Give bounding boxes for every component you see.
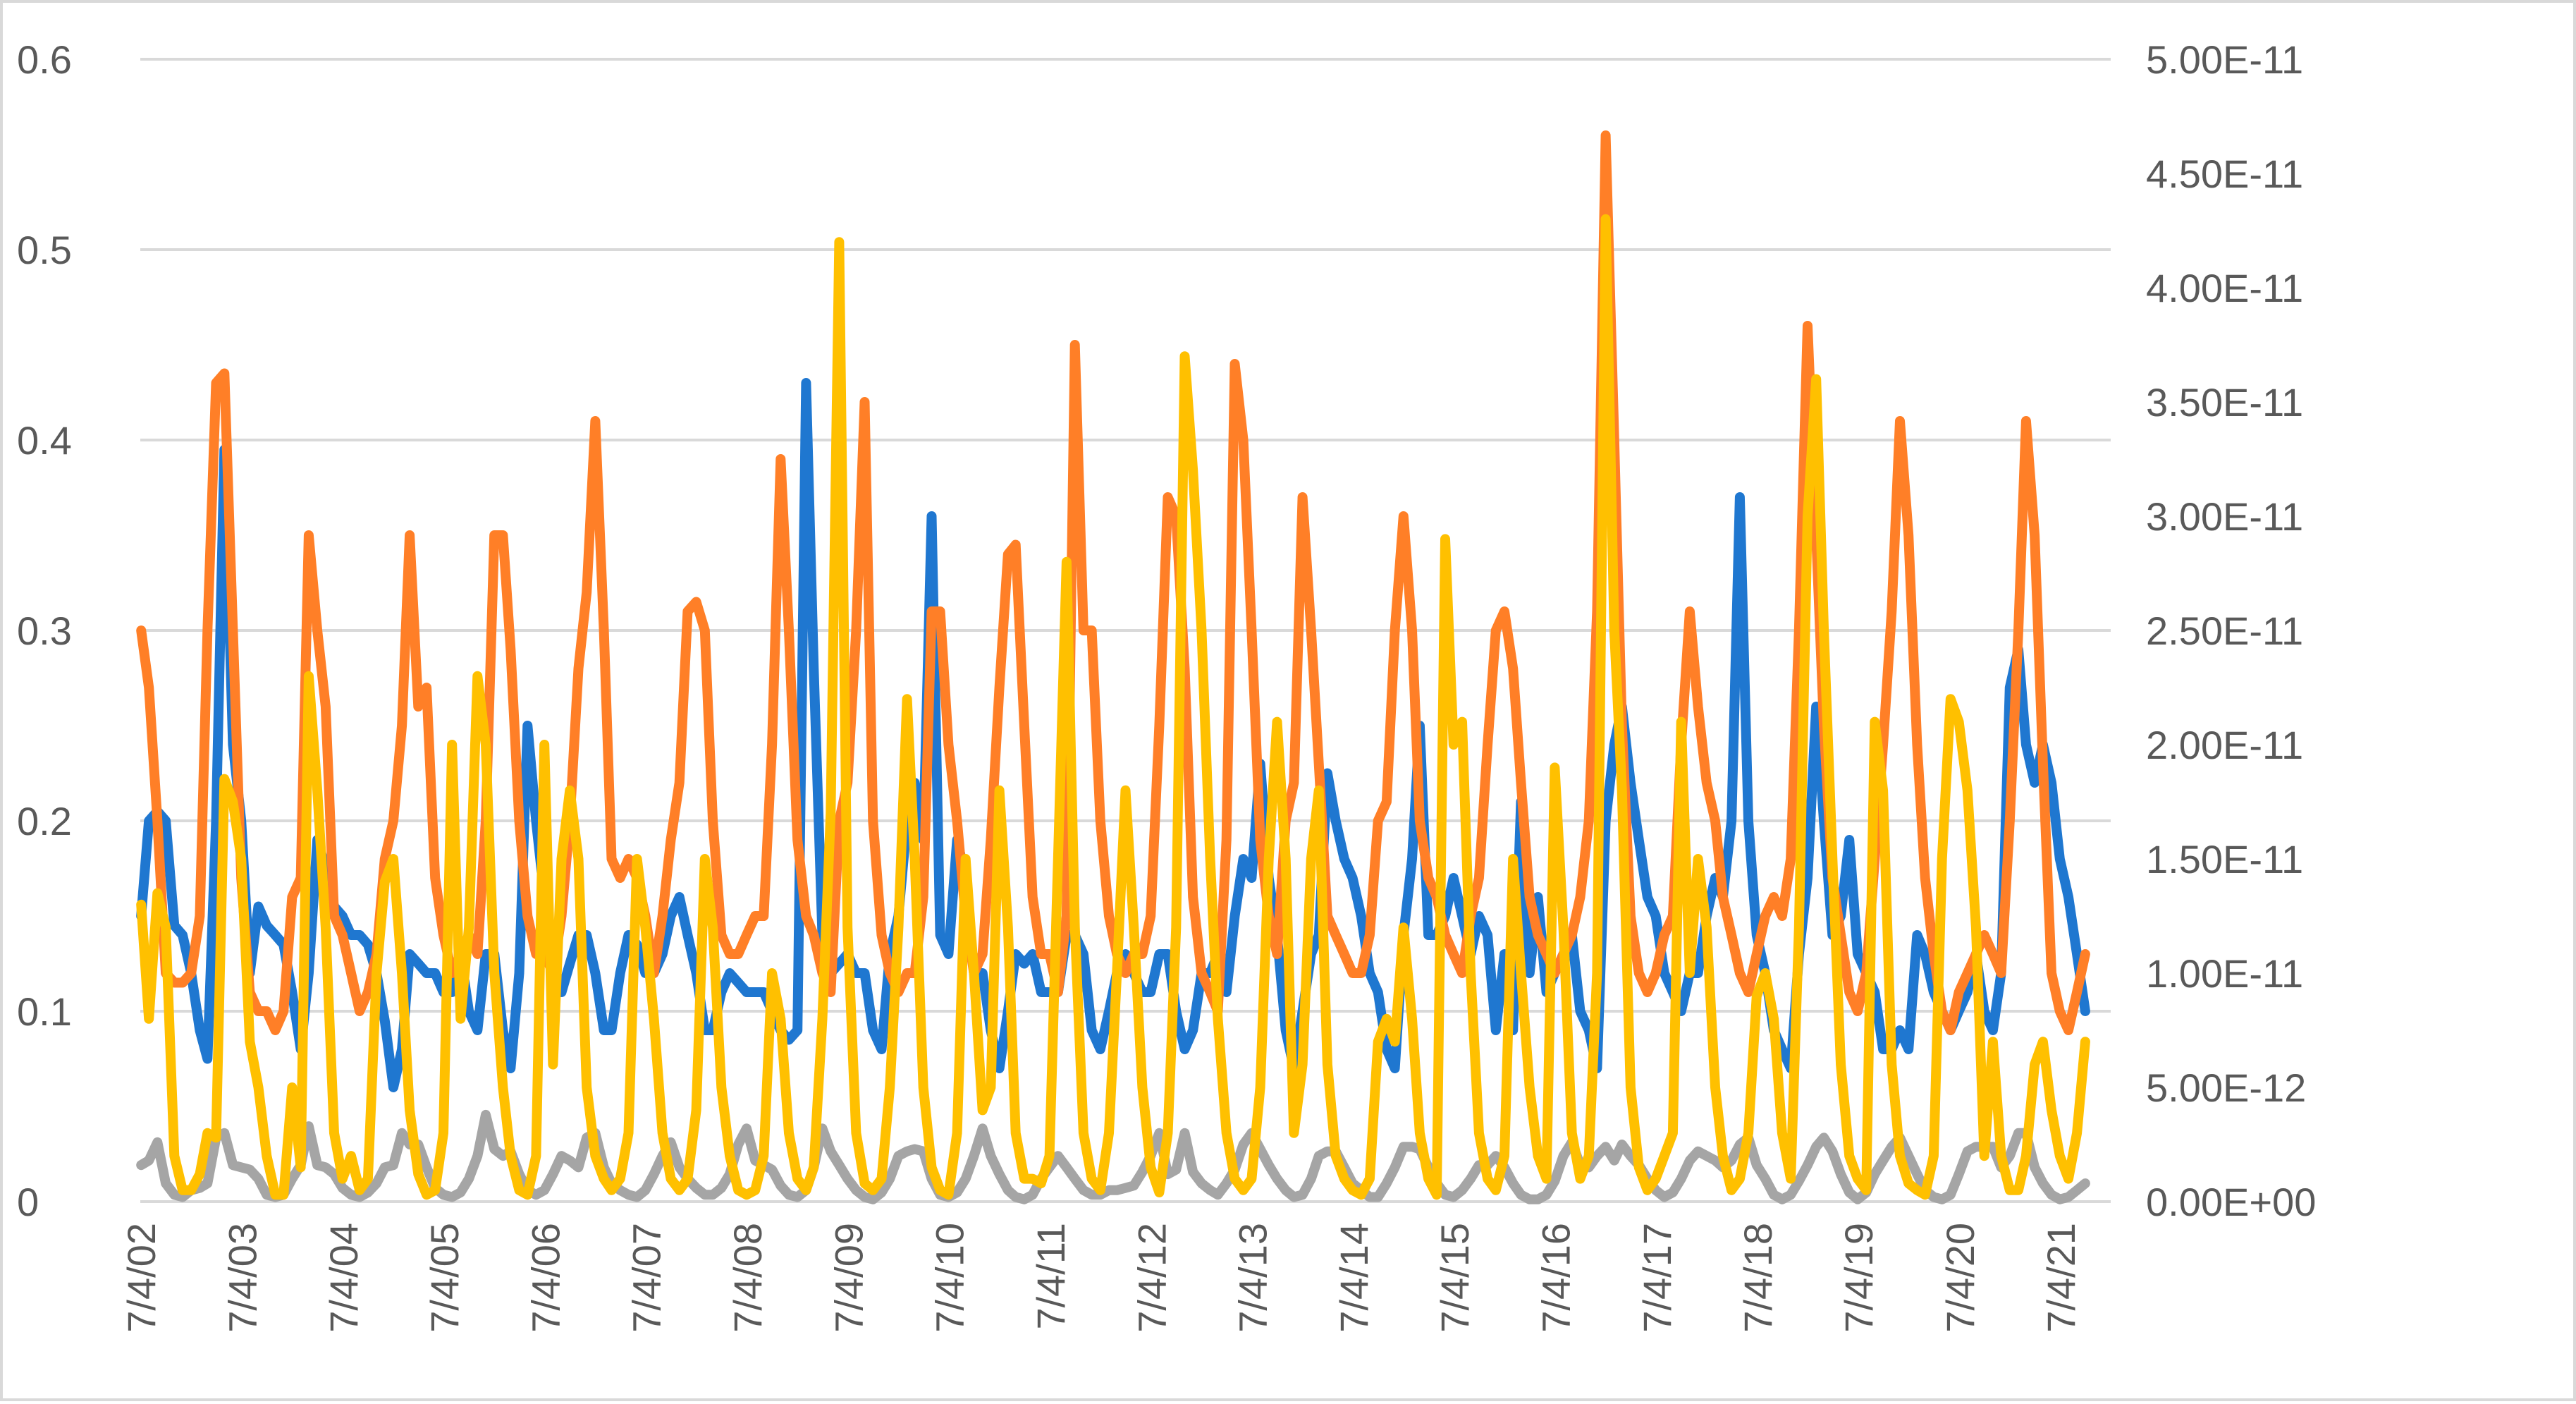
- right-axis-tick-label: 1.00E-11: [2146, 951, 2303, 996]
- x-axis-tick-label: 7/4/05: [422, 1223, 467, 1333]
- x-axis-tick-label: 7/4/12: [1129, 1223, 1174, 1333]
- right-axis-tick-label: 3.00E-11: [2146, 494, 2303, 539]
- left-axis-tick-label: 0.5: [17, 228, 72, 272]
- series-line-4: [136, 214, 2090, 1200]
- x-axis-tick-label: 7/4/10: [928, 1223, 972, 1333]
- left-axis-tick-label: 0.3: [17, 609, 72, 653]
- series-line-3: [136, 1109, 2090, 1204]
- right-axis-tick-label: 1.50E-11: [2146, 837, 2303, 881]
- right-axis-tick-label: 5.00E-11: [2146, 37, 2303, 82]
- series-line-2: [136, 130, 2090, 1035]
- left-axis-tick-label: 0.2: [17, 799, 72, 843]
- x-axis-tick-label: 7/4/06: [523, 1223, 568, 1333]
- x-axis-tick-label: 7/4/20: [1938, 1223, 1982, 1333]
- right-axis-tick-label: 2.50E-11: [2146, 609, 2303, 653]
- right-axis-tick-label: 3.50E-11: [2146, 380, 2303, 425]
- x-axis-tick-label: 7/4/13: [1231, 1223, 1275, 1333]
- x-axis-tick-label: 7/4/15: [1433, 1223, 1477, 1333]
- x-axis-tick-label: 7/4/14: [1332, 1223, 1376, 1333]
- series-group: [136, 130, 2090, 1204]
- x-axis-tick-label: 7/4/17: [1635, 1223, 1679, 1333]
- x-axis-tick-label: 7/4/21: [2039, 1223, 2083, 1333]
- left-axis-tick-label: 0.4: [17, 418, 72, 463]
- x-axis-tick-label: 7/4/09: [826, 1223, 871, 1333]
- line-chart: 0 0.1 0.2 0.3 0.4 0.5 0.6 0.00E+00 5.00E-12 1.00…: [17, 37, 2316, 1333]
- right-axis-tick-label: 5.00E-12: [2146, 1066, 2306, 1110]
- x-axis-tick-label: 7/4/19: [1836, 1223, 1881, 1333]
- x-axis-tick-label: 7/4/16: [1534, 1223, 1578, 1333]
- left-axis-tick-label: 0: [17, 1180, 39, 1224]
- left-axis-tick-label: 0.1: [17, 989, 72, 1034]
- x-axis-tick-label: 7/4/18: [1736, 1223, 1780, 1333]
- right-axis-tick-label: 4.50E-11: [2146, 152, 2303, 196]
- x-axis-tick-label: 7/4/11: [1029, 1223, 1073, 1330]
- x-axis-tick-label: 7/4/07: [625, 1223, 669, 1333]
- x-axis-tick-label: 7/4/04: [321, 1223, 366, 1333]
- left-axis-tick-label: 0.6: [17, 37, 72, 82]
- right-axis-tick-label: 4.00E-11: [2146, 266, 2303, 310]
- right-axis-tick-label: 2.00E-11: [2146, 723, 2303, 767]
- left-y-axis: 0 0.1 0.2 0.3 0.4 0.5 0.6: [17, 37, 72, 1224]
- right-y-axis: 0.00E+00 5.00E-12 1.00E-11 1.50E-11 2.00E-11…: [2146, 37, 2316, 1224]
- x-axis: 7/4/02 7/4/03 7/4/04 7/4/05 7/4/06 7/4/07 7/4/…: [119, 1223, 2083, 1333]
- x-axis-tick-label: 7/4/02: [119, 1223, 164, 1333]
- right-axis-tick-label: 0.00E+00: [2146, 1180, 2316, 1224]
- x-axis-tick-label: 7/4/03: [220, 1223, 264, 1333]
- x-axis-tick-label: 7/4/08: [725, 1223, 770, 1333]
